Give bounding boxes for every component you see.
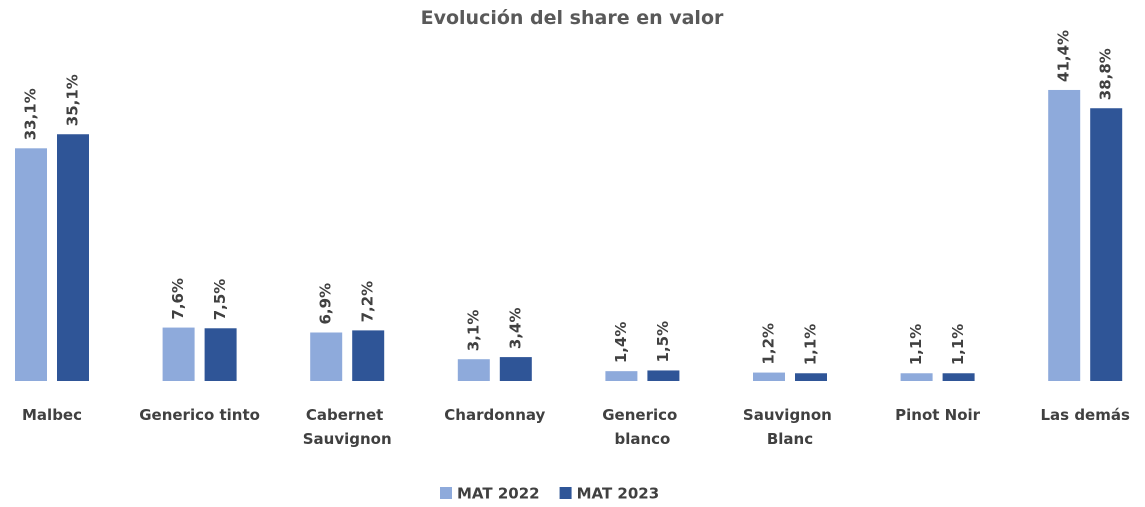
x-tick-label: Malbec — [22, 406, 82, 424]
bar — [753, 372, 785, 381]
bar — [942, 373, 975, 381]
bar — [900, 373, 933, 381]
data-label: 7,2% — [359, 281, 377, 323]
data-label: 7,6% — [169, 278, 187, 320]
x-tick-label: Cabernet Sauvignon — [303, 406, 392, 448]
x-tick-label: Pinot Noir — [895, 406, 981, 424]
bar — [457, 359, 490, 381]
legend-label: MAT 2023 — [577, 485, 660, 503]
legend-swatch — [559, 487, 572, 499]
bar — [605, 371, 638, 381]
bar — [57, 134, 89, 381]
bar — [310, 332, 343, 381]
bar — [795, 373, 827, 381]
bar — [352, 330, 385, 381]
legend-swatch — [440, 487, 452, 499]
legend-label: MAT 2022 — [457, 485, 540, 503]
chart-title: Evolución del share en valor — [421, 7, 724, 29]
x-tick-label: Sauvignon Blanc — [743, 406, 837, 448]
x-tick-label: Las demás — [1040, 406, 1129, 424]
data-label: 1,5% — [654, 321, 672, 363]
bar — [162, 327, 195, 381]
x-tick-label: Generico tinto — [139, 406, 260, 424]
data-label: 3,4% — [506, 307, 524, 349]
bar — [15, 148, 47, 381]
data-label: 7,5% — [211, 279, 229, 321]
bar — [204, 328, 237, 381]
bar — [1048, 89, 1081, 381]
data-label: 1,1% — [949, 324, 967, 366]
data-label: 35,1% — [64, 74, 82, 126]
data-label: 1,4% — [612, 322, 630, 364]
data-label: 38,8% — [1097, 48, 1115, 100]
data-label: 33,1% — [22, 88, 40, 140]
data-label: 1,1% — [907, 324, 925, 366]
bar — [1090, 108, 1123, 382]
bar — [499, 357, 532, 381]
data-label: 1,1% — [802, 324, 820, 366]
data-label: 1,2% — [760, 323, 778, 365]
x-tick-label: Chardonnay — [444, 406, 545, 424]
data-label: 6,9% — [317, 283, 335, 325]
data-label: 3,1% — [464, 310, 482, 352]
data-label: 41,4% — [1055, 30, 1073, 82]
x-tick-label: Generico blanco — [602, 406, 682, 448]
bar — [647, 370, 680, 381]
